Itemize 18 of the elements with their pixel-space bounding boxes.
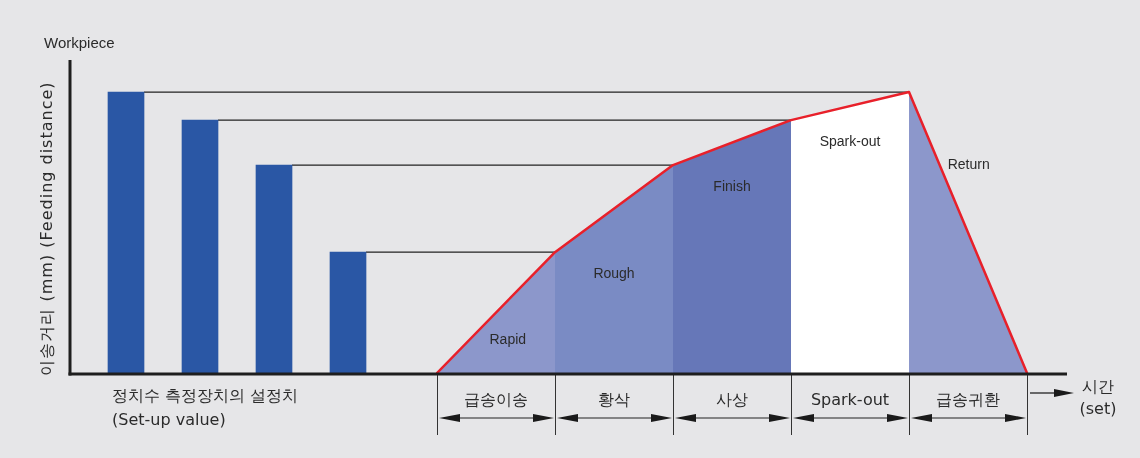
y-axis-title: 이송거리 (mm) (Feeding distance)	[37, 81, 57, 376]
text: 급송귀환	[936, 390, 1000, 410]
annotation: Return	[947, 155, 990, 172]
bar	[107, 91, 145, 373]
text: Spark-out	[810, 390, 890, 410]
text: 사상	[716, 390, 748, 410]
annotation: Finish	[713, 177, 751, 194]
text: 급송이송	[464, 390, 528, 410]
annotation: Rough	[593, 265, 635, 282]
bar	[181, 119, 219, 373]
bar	[329, 251, 367, 373]
text: 황삭	[598, 390, 630, 410]
bar	[255, 164, 293, 373]
annotation: Rapid	[489, 331, 527, 348]
chart-title: Workpiece	[44, 34, 115, 52]
x-axis-title: 정치수 측정장치의 설정치 (Set-up value)	[112, 386, 299, 430]
x-axis-title: 시간 (set)	[1079, 377, 1117, 419]
annotation: Spark-out	[819, 132, 881, 149]
